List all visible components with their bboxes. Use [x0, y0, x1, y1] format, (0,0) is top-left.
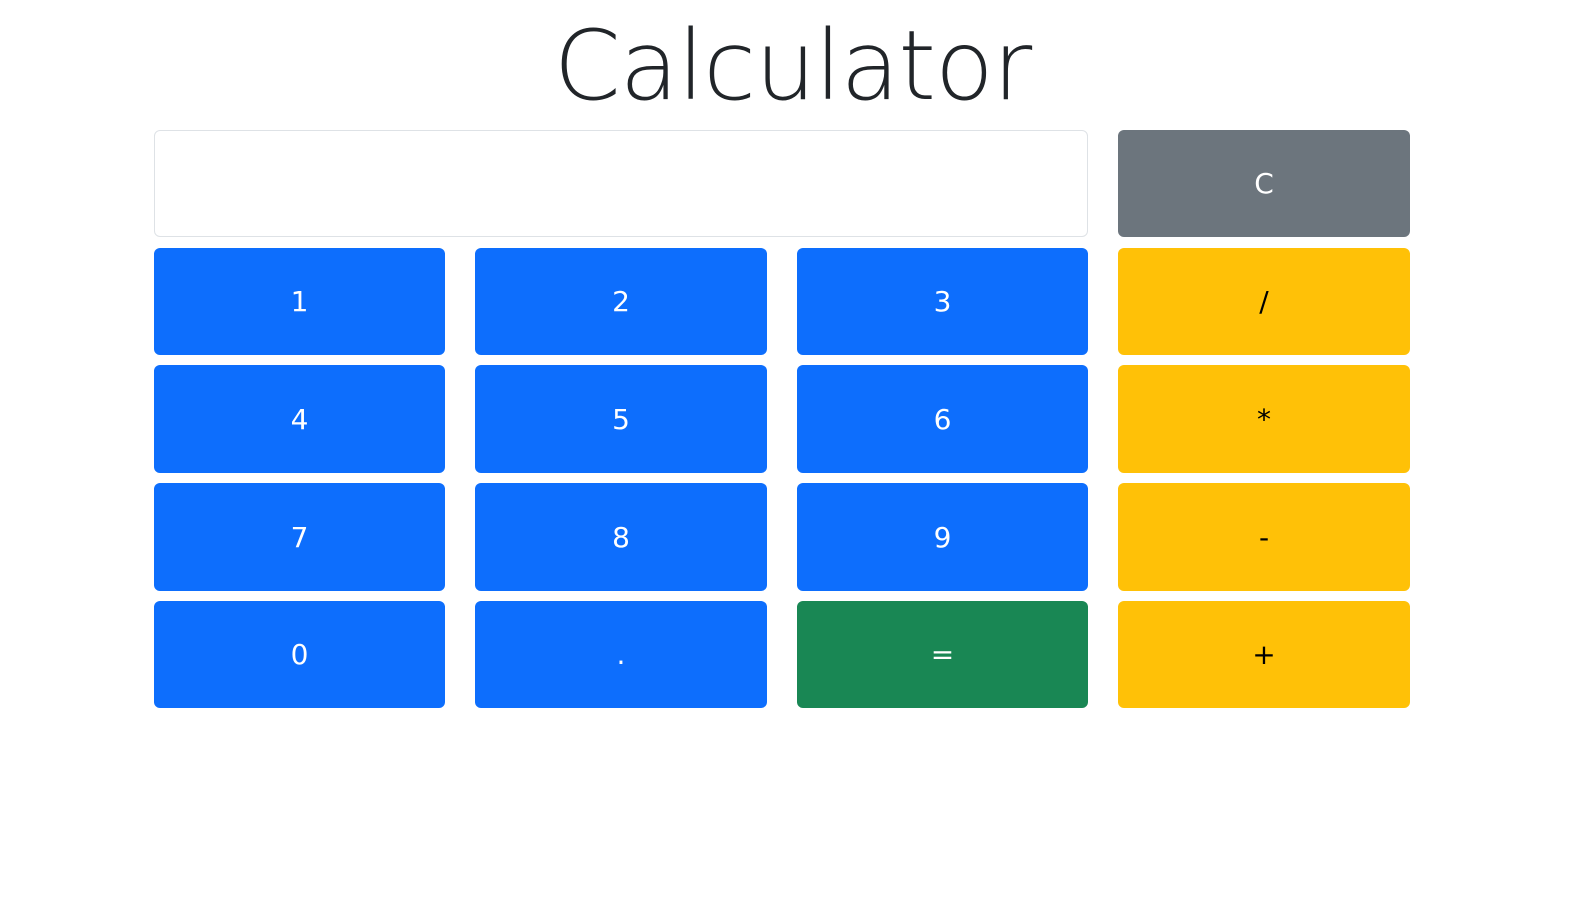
- digit-0-button[interactable]: 0: [154, 601, 445, 708]
- digit-3-button[interactable]: 3: [797, 248, 1088, 355]
- decimal-button[interactable]: .: [475, 601, 767, 708]
- calculator-display-input[interactable]: [154, 130, 1088, 237]
- multiply-button[interactable]: *: [1118, 365, 1410, 473]
- add-button[interactable]: +: [1118, 601, 1410, 708]
- digit-9-button[interactable]: 9: [797, 483, 1088, 591]
- digit-6-button[interactable]: 6: [797, 365, 1088, 473]
- digit-2-button[interactable]: 2: [475, 248, 767, 355]
- digit-1-button[interactable]: 1: [154, 248, 445, 355]
- digit-8-button[interactable]: 8: [475, 483, 767, 591]
- digit-4-button[interactable]: 4: [154, 365, 445, 473]
- digit-5-button[interactable]: 5: [475, 365, 767, 473]
- page-title: Calculator: [553, 10, 1033, 122]
- digit-7-button[interactable]: 7: [154, 483, 445, 591]
- divide-button[interactable]: /: [1118, 248, 1410, 355]
- subtract-button[interactable]: -: [1118, 483, 1410, 591]
- clear-button[interactable]: C: [1118, 130, 1410, 237]
- equals-button[interactable]: =: [797, 601, 1088, 708]
